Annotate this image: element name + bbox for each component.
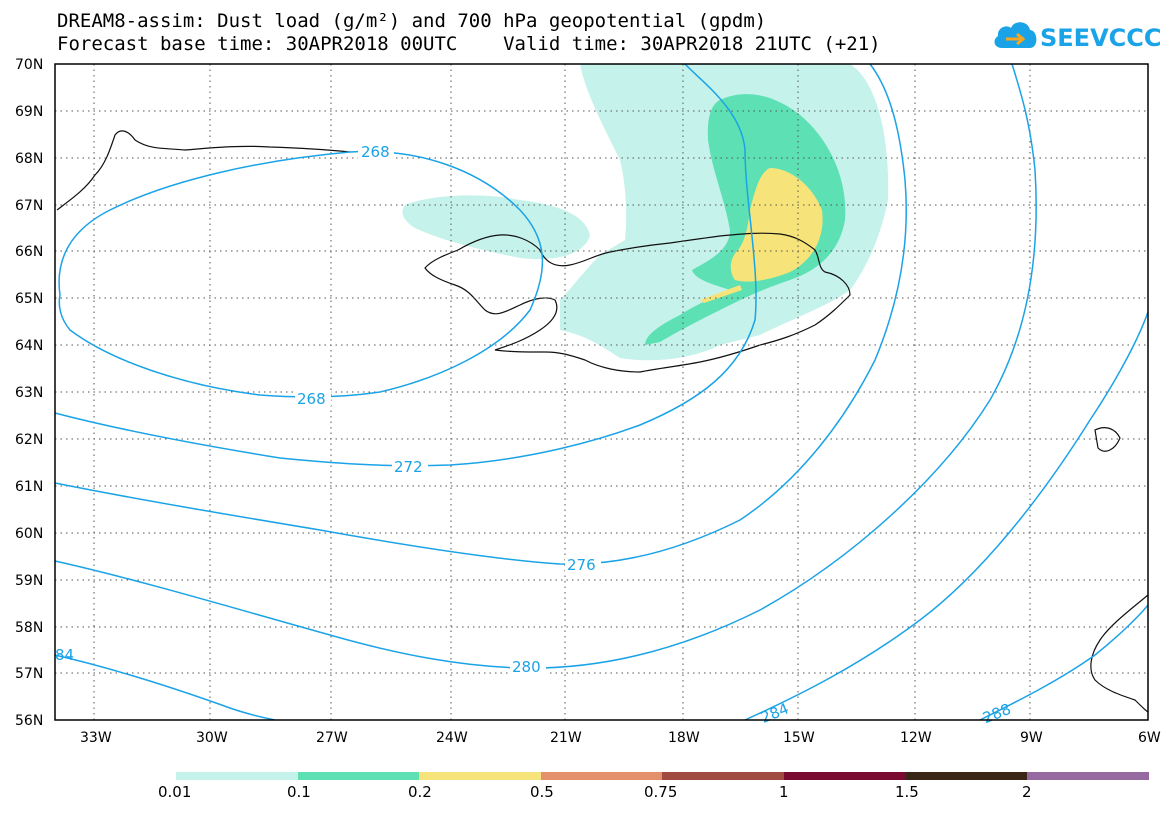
colorbar-segment xyxy=(1027,772,1149,780)
lat-label: 68N xyxy=(15,151,43,167)
colorbar-label: 0.75 xyxy=(644,783,678,801)
colorbar-segment xyxy=(176,772,298,780)
lon-label: 21W xyxy=(550,730,582,746)
lon-label: 30W xyxy=(196,730,228,746)
lon-label: 6W xyxy=(1138,730,1161,746)
lat-label: 69N xyxy=(15,104,43,120)
colorbar-segment xyxy=(906,772,1027,780)
contour-label: 272 xyxy=(394,458,423,476)
contour-268 xyxy=(58,150,544,398)
lat-label: 58N xyxy=(15,620,43,636)
colorbar-label: 0.2 xyxy=(408,783,432,801)
chart-subtitle: Forecast base time: 30APR2018 00UTC Vali… xyxy=(57,33,881,55)
lon-label: 15W xyxy=(783,730,815,746)
colorbar-segment xyxy=(298,772,419,780)
lat-label: 60N xyxy=(15,526,43,542)
dust-area-yellow xyxy=(700,168,823,303)
contour-272 xyxy=(54,63,757,467)
contour-label: 280 xyxy=(512,658,541,676)
contour-276 xyxy=(54,63,907,565)
latitude-labels: 70N 69N 68N 67N 66N 65N 64N 63N 62N 61N … xyxy=(15,57,43,729)
logo-text: SEEVCCC xyxy=(1040,24,1162,52)
lon-label: 24W xyxy=(436,730,468,746)
colorbar-label: 0.1 xyxy=(287,783,311,801)
contour-label: 276 xyxy=(567,556,596,574)
longitude-labels: 33W 30W 27W 24W 21W 18W 15W 12W 9W 6W xyxy=(80,730,1161,746)
lat-label: 57N xyxy=(15,666,43,682)
colorbar-segment xyxy=(419,772,541,780)
cloud-arrow-icon xyxy=(994,22,1037,48)
lat-label: 63N xyxy=(15,385,43,401)
lon-label: 9W xyxy=(1020,730,1043,746)
lat-label: 65N xyxy=(15,291,43,307)
contour-label: 288 xyxy=(980,700,1013,727)
lon-label: 27W xyxy=(316,730,348,746)
lat-label: 67N xyxy=(15,198,43,214)
colorbar-segment xyxy=(541,772,662,780)
contour-288 xyxy=(979,604,1149,721)
contour-284 xyxy=(54,311,1149,721)
colorbar-segment xyxy=(662,772,784,780)
lat-label: 70N xyxy=(15,57,43,73)
contour-label: 268 xyxy=(361,143,390,161)
lat-lon-grid xyxy=(55,64,1148,720)
colorbar xyxy=(176,772,1149,780)
lon-label: 33W xyxy=(80,730,112,746)
lat-label: 59N xyxy=(15,573,43,589)
colorbar-label: 1.5 xyxy=(895,783,919,801)
lat-label: 64N xyxy=(15,338,43,354)
coastline-scotland xyxy=(1090,594,1149,713)
lat-label: 61N xyxy=(15,479,43,495)
colorbar-label: 0.5 xyxy=(530,783,554,801)
coastlines xyxy=(56,130,1149,713)
contour-label: 84 xyxy=(55,646,74,664)
contour-280 xyxy=(54,63,1037,669)
colorbar-label: 1 xyxy=(779,783,789,801)
map-frame xyxy=(54,63,1149,721)
geopotential-contours xyxy=(54,63,1149,721)
coastline-greenland xyxy=(56,130,351,211)
lat-label: 56N xyxy=(15,713,43,729)
colorbar-label: 2 xyxy=(1022,783,1032,801)
coastline-faroe xyxy=(1094,427,1121,452)
coastline-iceland xyxy=(424,232,851,373)
lon-label: 18W xyxy=(668,730,700,746)
contour-label: 268 xyxy=(297,390,326,408)
colorbar-label: 0.01 xyxy=(158,783,192,801)
lon-label: 12W xyxy=(900,730,932,746)
chart-title: DREAM8-assim: Dust load (g/m²) and 700 h… xyxy=(57,10,767,32)
dust-area-light-west xyxy=(402,195,590,260)
contour-label: 284 xyxy=(758,699,791,726)
dust-shading xyxy=(402,64,889,361)
seevccc-logo: SEEVCCC xyxy=(992,18,1162,58)
lat-label: 62N xyxy=(15,432,43,448)
lat-label: 66N xyxy=(15,244,43,260)
dust-area-medium xyxy=(645,94,846,345)
colorbar-segment xyxy=(784,772,906,780)
